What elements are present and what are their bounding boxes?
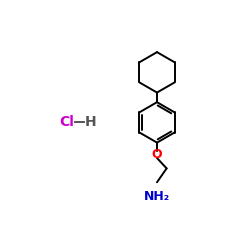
Text: Cl: Cl [59, 116, 74, 130]
Text: NH₂: NH₂ [144, 190, 170, 202]
Text: O: O [152, 148, 162, 161]
Text: H: H [85, 116, 97, 130]
